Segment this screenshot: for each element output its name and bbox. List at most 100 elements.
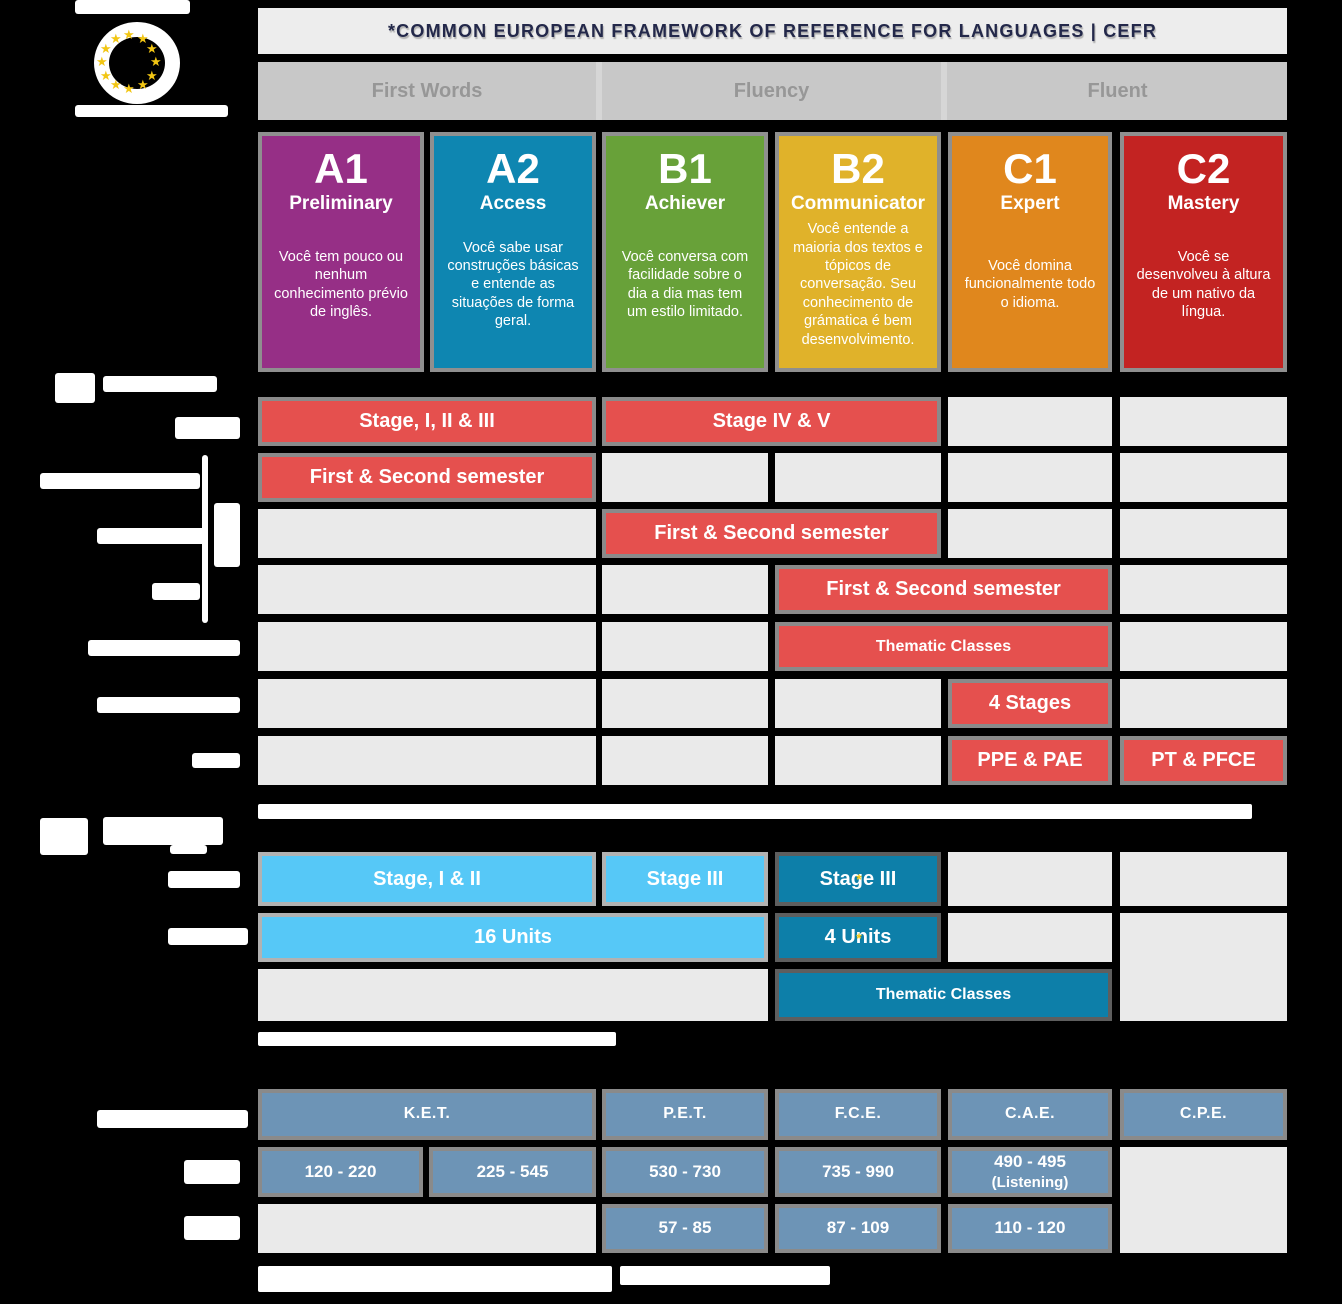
empty-cell xyxy=(258,1204,596,1253)
level-band xyxy=(258,62,1287,120)
section1-side-label-blob xyxy=(214,503,240,567)
empty-cell xyxy=(775,679,941,728)
logo-top-bar xyxy=(75,0,190,14)
empty-cell xyxy=(1120,509,1287,558)
empty-cell xyxy=(1120,397,1287,446)
bar-ppe-pae: PPE & PAE xyxy=(948,736,1112,785)
section1-row1-label-blob xyxy=(175,417,240,439)
section1-row2-label-blob xyxy=(40,473,200,489)
score-range: 110 - 120 xyxy=(948,1204,1112,1253)
level-code: A1 xyxy=(314,145,368,192)
empty-cell xyxy=(1120,852,1287,906)
empty-cell xyxy=(1120,913,1287,1021)
score-range: 87 - 109 xyxy=(775,1204,941,1253)
exam-ket: K.E.T. xyxy=(258,1089,596,1140)
empty-cell xyxy=(258,736,596,785)
bar-16-units: 16 Units xyxy=(258,913,768,962)
level-name: Communicator xyxy=(790,193,926,215)
band-label-first-words: First Words xyxy=(371,80,483,102)
level-name: Mastery xyxy=(1167,193,1240,215)
score-range: 120 - 220 xyxy=(258,1147,423,1197)
star-icon: ★ xyxy=(146,41,158,56)
logo-bottom-bar xyxy=(75,105,228,117)
level-description: Você entende a maioria dos textos e tópi… xyxy=(793,221,923,348)
score-range: 530 - 730 xyxy=(602,1147,768,1197)
level-description: Você tem pouco ou nenhum conhecimento pr… xyxy=(274,248,408,320)
star-icon: ★ xyxy=(123,27,135,42)
level-name: Preliminary xyxy=(289,193,393,215)
section2-icon-blob xyxy=(40,818,88,855)
score-note: (Listening) xyxy=(991,1174,1069,1192)
bar-4-stages: 4 Stages xyxy=(948,679,1112,728)
level-name: Expert xyxy=(1000,193,1060,215)
empty-cell xyxy=(948,453,1112,502)
star-icon: ★ xyxy=(100,41,112,56)
bar-pt-pfce: PT & PFCE xyxy=(1120,736,1287,785)
bar-thematic-classes-teal: Thematic Classes xyxy=(775,969,1112,1021)
bar-4-units: 4 Units * xyxy=(775,913,941,962)
level-card-a1: A1 Preliminary Você tem pouco ou nenhum … xyxy=(258,132,424,372)
bar-semester-b2c1: First & Second semester xyxy=(775,565,1112,614)
section2-footnote-blob xyxy=(258,1032,616,1046)
section3-row3-label-blob xyxy=(184,1216,240,1240)
cefr-header-title: *COMMON EUROPEAN FRAMEWORK OF REFERENCE … xyxy=(387,20,1158,41)
empty-cell xyxy=(948,509,1112,558)
score-value: 490 - 495 xyxy=(994,1152,1066,1172)
level-description: Você se desenvolveu à altura de um nativ… xyxy=(1136,248,1271,320)
empty-cell xyxy=(602,565,768,614)
empty-cell xyxy=(258,509,596,558)
level-code: A2 xyxy=(486,145,540,192)
empty-cell xyxy=(1120,565,1287,614)
bar-stage-3-star: Stage III * xyxy=(775,852,941,906)
star-icon: ★ xyxy=(137,77,149,92)
level-description: Você sabe usar construções básicas e ent… xyxy=(447,239,579,330)
band-label-fluency: Fluency xyxy=(733,80,810,102)
level-code: C2 xyxy=(1176,145,1231,192)
star-icon: ★ xyxy=(110,77,122,92)
level-card-b2: B2 Communicator Você entende a maioria d… xyxy=(775,132,941,372)
empty-cell xyxy=(602,679,768,728)
empty-cell xyxy=(1120,622,1287,671)
section1-row4-label-blob xyxy=(152,583,200,600)
bar-stage-3: Stage III xyxy=(602,852,768,906)
empty-cell xyxy=(258,622,596,671)
score-range: 735 - 990 xyxy=(775,1147,941,1197)
empty-cell xyxy=(258,565,596,614)
section1-row6-label-blob xyxy=(97,697,240,713)
bottom-footnote-blob-1 xyxy=(258,1266,612,1292)
level-description: Você conversa com facilidade sobre o dia… xyxy=(621,248,749,320)
section2-row1-label-blob xyxy=(168,871,240,888)
level-card-b1: B1 Achiever Você conversa com facilidade… xyxy=(602,132,768,372)
empty-cell xyxy=(258,969,768,1021)
empty-cell xyxy=(948,913,1112,962)
exam-cae: C.A.E. xyxy=(948,1089,1112,1140)
level-name: Achiever xyxy=(644,193,726,215)
section1-icon-blob xyxy=(55,373,95,403)
level-name: Access xyxy=(479,193,547,215)
level-description: Você domina funcionalmente todo o idioma… xyxy=(964,257,1096,311)
section2-row2-label-blob xyxy=(168,928,248,945)
empty-cell xyxy=(775,736,941,785)
band-label-fluent: Fluent xyxy=(1087,80,1148,102)
section2-title-tail-blob xyxy=(170,845,207,854)
empty-cell xyxy=(1120,1147,1287,1253)
empty-cell xyxy=(258,679,596,728)
level-code: B2 xyxy=(831,145,885,192)
level-card-c2: C2 Mastery Você se desenvolveu à altura … xyxy=(1120,132,1287,372)
bar-semester-b1b2: First & Second semester xyxy=(602,509,941,558)
bar-stage-4-5: Stage IV & V xyxy=(602,397,941,446)
bottom-footnote-blob-2 xyxy=(620,1266,830,1285)
section1-row7-label-blob xyxy=(192,753,240,768)
exam-cpe: C.P.E. xyxy=(1120,1089,1287,1140)
section1-row3-label-blob xyxy=(97,528,208,544)
empty-cell xyxy=(602,453,768,502)
star-icon: ★ xyxy=(110,31,122,46)
empty-cell xyxy=(602,736,768,785)
empty-cell xyxy=(1120,453,1287,502)
band-separator xyxy=(596,62,602,120)
empty-cell xyxy=(1120,679,1287,728)
section2-title-blob xyxy=(103,817,223,845)
section3-row2-label-blob xyxy=(184,1160,240,1184)
level-code: B1 xyxy=(658,145,712,192)
